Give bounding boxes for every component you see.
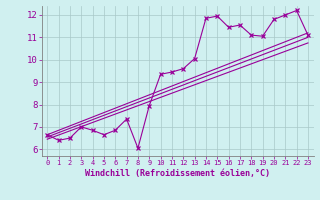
X-axis label: Windchill (Refroidissement éolien,°C): Windchill (Refroidissement éolien,°C) [85,169,270,178]
